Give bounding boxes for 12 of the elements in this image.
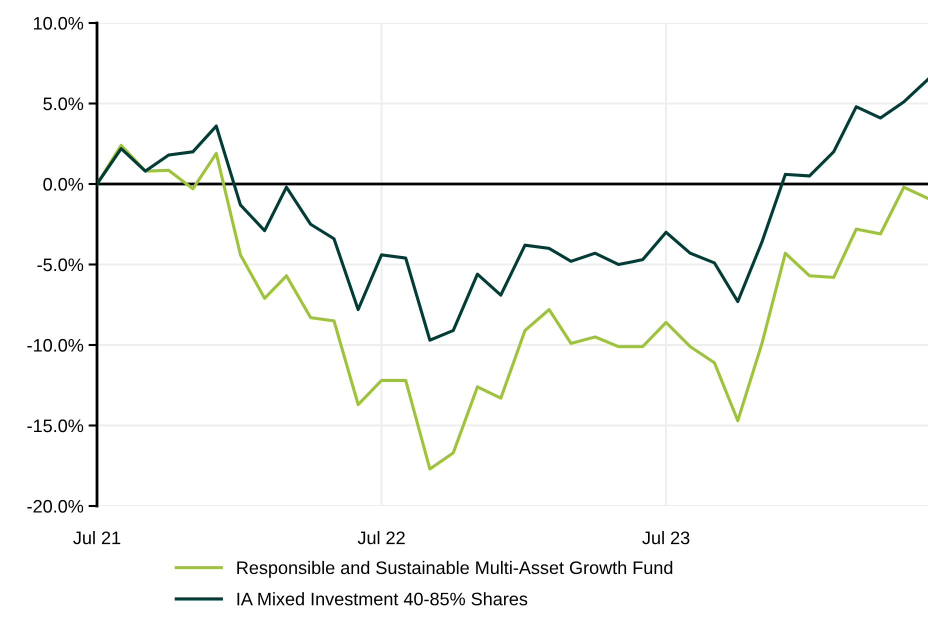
y-tick-label: -20.0% bbox=[27, 500, 84, 513]
legend-label: Responsible and Sustainable Multi-Asset Growth Fund bbox=[237, 560, 672, 578]
y-tick-label: -5.0% bbox=[37, 258, 84, 272]
x-tick-label: Jul 23 bbox=[642, 531, 690, 544]
y-tick-label: -10.0% bbox=[27, 338, 84, 352]
x-tick-label: Jul 22 bbox=[358, 531, 405, 544]
x-tick-label: Jul 21 bbox=[73, 531, 120, 544]
y-tick-label: -15.0% bbox=[27, 419, 84, 432]
y-tick-label: 0.0% bbox=[43, 178, 84, 191]
legend-label: IA Mixed Investment 40-85% Shares bbox=[238, 592, 528, 606]
y-tick-label: 5.0% bbox=[43, 97, 84, 110]
y-tick-label: 10.0% bbox=[34, 16, 84, 30]
